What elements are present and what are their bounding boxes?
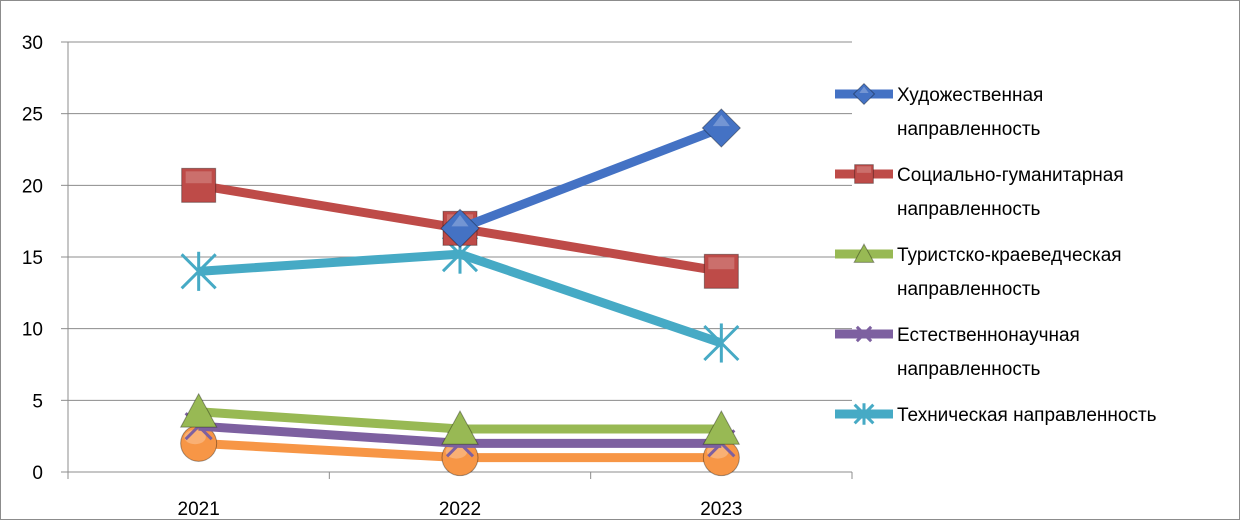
legend-marker — [853, 403, 875, 425]
data-point — [701, 108, 742, 148]
legend-label: Естественнонаучная — [897, 325, 1080, 346]
legend-marker — [854, 164, 874, 184]
legend: ХудожественнаянаправленностьСоциально-гу… — [835, 82, 1157, 426]
legend-item-0: Художественная направленность — [835, 82, 1043, 140]
data-point — [441, 409, 479, 445]
y-tick-label: 15 — [22, 248, 43, 269]
legend-item-3: Естественнонаучная направленность — [835, 325, 1080, 380]
data-point — [180, 251, 217, 291]
legend-marker — [853, 243, 875, 263]
data-point — [702, 409, 741, 445]
legend-marker — [855, 325, 873, 343]
axes: 0 5 10 15 20 25 30 2021 2022 2023 — [22, 33, 853, 520]
legend-label: Социально-гуманитарная — [897, 165, 1124, 186]
legend-label: направленность — [897, 199, 1041, 220]
x-tick-label: 2021 — [178, 499, 220, 520]
series-2 — [179, 392, 741, 445]
data-point — [179, 392, 218, 428]
legend-label: направленность — [897, 279, 1041, 300]
legend-label: направленность — [897, 359, 1041, 380]
legend-marker — [852, 82, 876, 106]
x-tick-label: 2022 — [439, 499, 481, 520]
legend-label: Техническая направленность — [897, 405, 1157, 426]
y-tick-label: 5 — [32, 391, 43, 412]
series-lines — [179, 108, 742, 477]
legend-label: Художественная — [897, 85, 1043, 106]
y-tick-label: 0 — [32, 463, 43, 484]
series-4 — [180, 234, 740, 363]
y-tick-label: 10 — [22, 320, 43, 341]
series-line — [458, 123, 723, 233]
x-tick-label: 2023 — [700, 499, 742, 520]
legend-item-1: Социально-гуманитарная направленность — [835, 164, 1124, 220]
y-tick-label: 20 — [22, 176, 43, 197]
data-point — [440, 208, 480, 249]
data-point — [703, 323, 740, 363]
y-tick-label: 30 — [22, 33, 43, 54]
data-point — [181, 167, 217, 203]
data-point — [703, 253, 739, 289]
legend-label: направленность — [897, 119, 1041, 140]
legend-label: Туристско-краеведческая — [897, 245, 1122, 266]
legend-item-2: Туристско-краеведческая направленность — [835, 243, 1122, 300]
y-tick-label: 25 — [22, 105, 43, 126]
legend-item-4: Техническая направленность — [835, 403, 1157, 426]
series-0 — [440, 108, 742, 249]
